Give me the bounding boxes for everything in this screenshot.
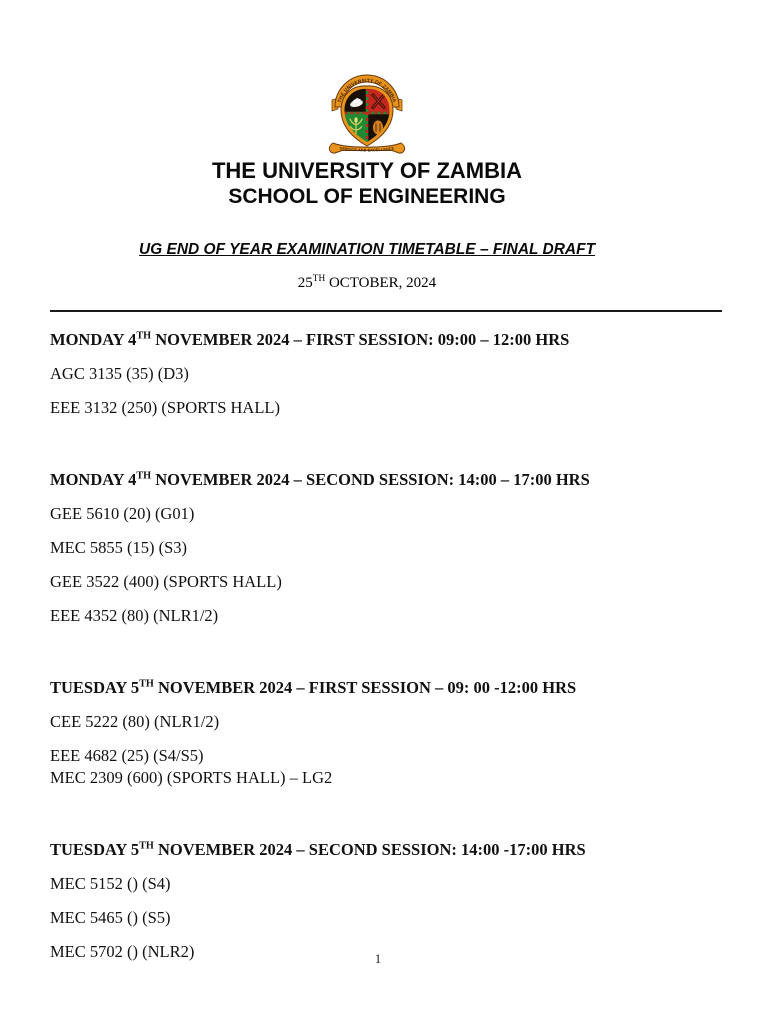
course-line: AGC 3135 (35) (D3) [50, 364, 189, 383]
document-title: UG END OF YEAR EXAMINATION TIMETABLE – F… [138, 241, 596, 258]
session-heading-day: TUESDAY 5 [50, 840, 140, 859]
session-heading-detail: NOVEMBER 2024 – SECOND SESSION: 14:00 -1… [153, 840, 586, 859]
session-heading-day: MONDAY 4 [50, 330, 137, 349]
course-line: EEE 3132 (250) (SPORTS HALL) [50, 398, 280, 417]
course-line: CEE 5222 (80) (NLR1/2) [50, 712, 220, 731]
course-line: GEE 5610 (20) (G01) [50, 504, 195, 523]
university-title: THE UNIVERSITY OF ZAMBIA [211, 158, 523, 183]
course-line: EEE 4352 (80) (NLR1/2) [50, 606, 219, 625]
session-heading-ordinal: TH [139, 678, 154, 690]
svg-text:SERVICE AND EXCELLENCE: SERVICE AND EXCELLENCE [339, 146, 394, 152]
session-heading-day: TUESDAY 5 [50, 678, 140, 697]
course-line: MEC 5152 () (S4) [50, 874, 171, 893]
unza-crest-icon: THE UNIVERSITY OF ZAMBIA [328, 74, 406, 154]
school-title: SCHOOL OF ENGINEERING [228, 185, 506, 208]
session-heading-ordinal: TH [136, 330, 152, 342]
course-line: MEC 5855 (15) (S3) [50, 538, 188, 557]
date-month-year: OCTOBER, 2024 [325, 275, 437, 291]
course-line: GEE 3522 (400) (SPORTS HALL) [50, 572, 282, 591]
session-block-tuesday-second: TUESDAY 5TH NOVEMBER 2024 – SECOND SESSI… [50, 840, 728, 962]
date-ordinal-suffix: TH [312, 274, 326, 284]
course-line: MEC 5465 () (S5) [50, 908, 171, 927]
session-block-monday-second: MONDAY 4TH NOVEMBER 2024 – SECOND SESSIO… [50, 470, 728, 626]
session-heading: TUESDAY 5TH NOVEMBER 2024 – FIRST SESSIO… [50, 678, 728, 698]
header-divider-rule [50, 310, 722, 312]
session-block-monday-first: MONDAY 4TH NOVEMBER 2024 – FIRST SESSION… [50, 330, 728, 418]
unza-crest-logo: THE UNIVERSITY OF ZAMBIA [0, 58, 734, 156]
course-line: MEC 2309 (600) (SPORTS HALL) – LG2 [50, 768, 333, 787]
logo-motto-text: SERVICE AND EXCELLENCE [339, 146, 394, 152]
document-date: 25TH OCTOBER, 2024 [0, 274, 734, 293]
course-line: EEE 4682 (25) (S4/S5) [50, 746, 204, 765]
course-line: MEC 5702 () (NLR2) [50, 942, 195, 961]
session-heading-detail: NOVEMBER 2024 – FIRST SESSION: 09:00 – 1… [151, 330, 570, 349]
session-heading-day: MONDAY 4 [50, 470, 137, 489]
date-day: 25 [297, 275, 313, 291]
session-heading-detail: NOVEMBER 2024 – SECOND SESSION: 14:00 – … [151, 470, 590, 489]
session-block-tuesday-first: TUESDAY 5TH NOVEMBER 2024 – FIRST SESSIO… [50, 678, 728, 788]
session-heading-ordinal: TH [136, 470, 152, 482]
session-heading: TUESDAY 5TH NOVEMBER 2024 – SECOND SESSI… [50, 840, 728, 860]
page-number: 1 [374, 951, 382, 966]
session-heading: MONDAY 4TH NOVEMBER 2024 – FIRST SESSION… [50, 330, 728, 350]
session-heading-detail: NOVEMBER 2024 – FIRST SESSION – 09: 00 -… [153, 678, 577, 697]
session-heading-ordinal: TH [139, 840, 154, 852]
session-heading: MONDAY 4TH NOVEMBER 2024 – SECOND SESSIO… [50, 470, 728, 490]
document-header: THE UNIVERSITY OF ZAMBIA [0, 0, 768, 293]
timetable-body: MONDAY 4TH NOVEMBER 2024 – FIRST SESSION… [0, 330, 768, 962]
